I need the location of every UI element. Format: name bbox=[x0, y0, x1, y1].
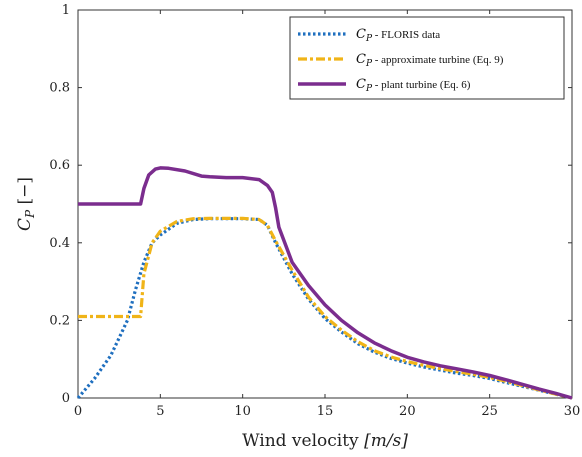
x-tick-label: 5 bbox=[156, 404, 164, 419]
x-tick-label: 0 bbox=[74, 404, 82, 419]
x-tick-label: 10 bbox=[234, 404, 251, 419]
y-tick-label: 1 bbox=[62, 3, 70, 18]
legend-label-2: CP - plant turbine (Eq. 6) bbox=[356, 77, 471, 94]
legend: CP - FLORIS data CP - approximate turbine… bbox=[289, 16, 565, 100]
y-axis-label: CP [−] bbox=[15, 177, 37, 231]
x-tick-label: 20 bbox=[399, 404, 416, 419]
x-tick-label: 15 bbox=[317, 404, 334, 419]
series-line-2 bbox=[78, 166, 573, 400]
x-tick-label: 30 bbox=[564, 404, 581, 419]
series-lines bbox=[76, 166, 573, 400]
series-line-1 bbox=[78, 216, 573, 400]
y-tick-label: 0.8 bbox=[49, 81, 70, 96]
y-tick-label: 0 bbox=[62, 391, 70, 406]
legend-label-1: CP - approximate turbine (Eq. 9) bbox=[356, 52, 504, 69]
y-tick-label: 0.6 bbox=[49, 158, 70, 173]
legend-label-0: CP - FLORIS data bbox=[356, 27, 440, 44]
x-tick-label: 25 bbox=[481, 404, 498, 419]
legend-entries: CP - FLORIS data CP - approximate turbine… bbox=[298, 27, 504, 94]
x-axis-label: Wind velocity [m/s] bbox=[242, 431, 408, 451]
y-tick-label: 0.4 bbox=[49, 236, 70, 251]
axis-ticks: 0 5 10 15 20 25 30 0 0.2 0.4 0.6 0.8 1 bbox=[49, 3, 580, 419]
y-tick-label: 0.2 bbox=[49, 313, 70, 328]
